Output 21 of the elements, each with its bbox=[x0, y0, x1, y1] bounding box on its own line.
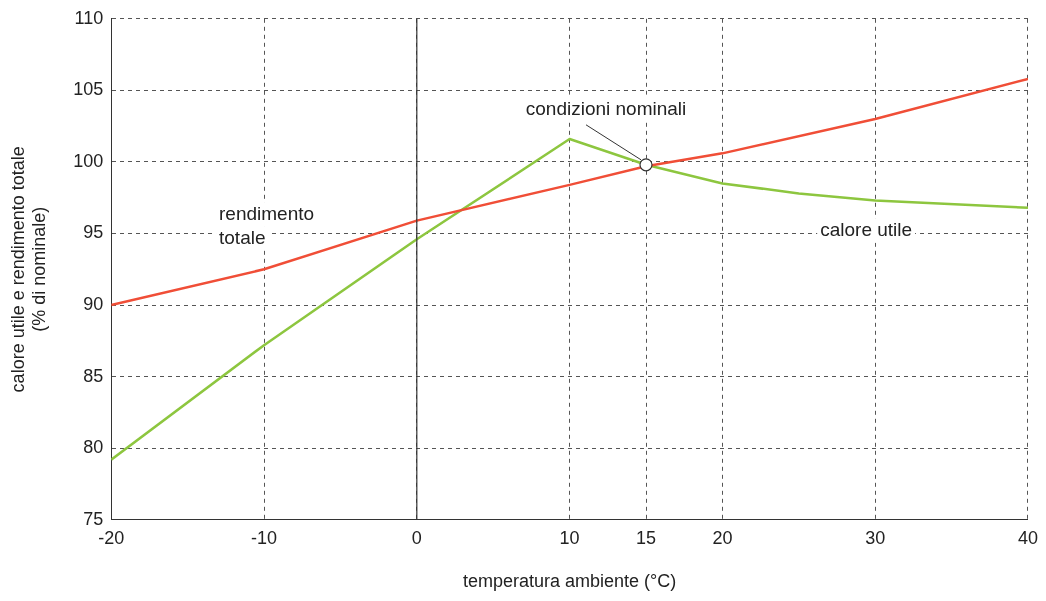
x-tick-label: 30 bbox=[865, 527, 886, 548]
y-tick-label: 105 bbox=[73, 79, 104, 100]
y-axis-title: calore utile e rendimento totale (% di nominale) bbox=[7, 146, 50, 393]
x-tick-label: -20 bbox=[98, 527, 125, 548]
x-tick-label: -10 bbox=[251, 527, 278, 548]
y-tick-label: 95 bbox=[83, 222, 104, 243]
annotation: condizioni nominali bbox=[525, 97, 687, 119]
x-tick-label: 40 bbox=[1017, 527, 1038, 548]
y-tick-label: 80 bbox=[83, 437, 104, 458]
x-axis-title: temperatura ambiente (°C) bbox=[462, 571, 677, 592]
y-tick-label: 110 bbox=[74, 7, 104, 28]
y-tick-label: 75 bbox=[83, 508, 104, 529]
x-tick-label: 10 bbox=[559, 527, 580, 548]
series-label: rendimento totale bbox=[219, 202, 315, 248]
x-tick-label: 0 bbox=[411, 527, 422, 548]
y-tick-label: 90 bbox=[83, 294, 104, 315]
y-tick-label: 100 bbox=[73, 150, 104, 171]
x-tick-label: 15 bbox=[635, 527, 657, 548]
y-tick-label: 85 bbox=[83, 365, 104, 386]
series-label: calore utile bbox=[820, 218, 913, 240]
x-tick-label: 20 bbox=[712, 527, 733, 548]
